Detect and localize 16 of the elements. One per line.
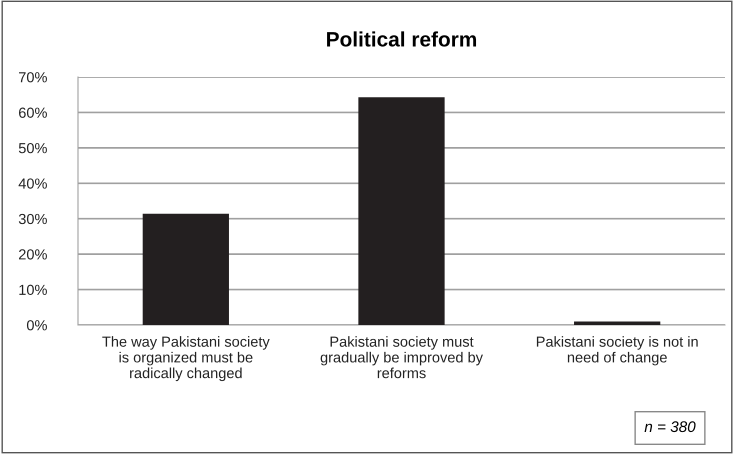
y-tick-label: 10% xyxy=(19,284,47,295)
y-tick-label: 0% xyxy=(26,320,47,330)
bar xyxy=(574,321,660,325)
y-tick-label: 50% xyxy=(18,142,47,154)
text: n = 380 xyxy=(644,421,696,432)
y-tick-label: 30% xyxy=(18,214,47,224)
chart-title: Political reform xyxy=(327,31,476,47)
y-tick-label: 20% xyxy=(18,249,47,260)
x-tick-label: Pakistani society is not in need of change xyxy=(536,336,698,366)
x-tick-label: Pakistani society must gradually be improved by reforms xyxy=(320,336,483,378)
y-tick-label: 70% xyxy=(19,72,47,82)
y-tick-label: 40% xyxy=(18,178,47,189)
bar xyxy=(142,214,229,325)
x-tick-label: The way Pakistani society is organized must be radically changed xyxy=(102,336,270,382)
y-tick-label: 60% xyxy=(19,108,47,118)
bar xyxy=(358,97,445,325)
